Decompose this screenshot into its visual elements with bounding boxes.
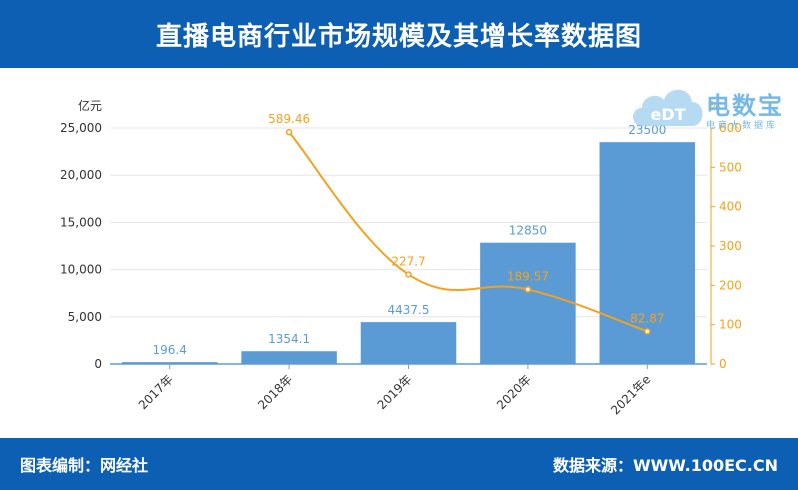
right-axis-tick-label: 600 <box>719 121 742 135</box>
header-bar: 直播电商行业市场规模及其增长率数据图 <box>0 0 798 68</box>
growth-rate-label: 589.46 <box>268 112 310 126</box>
bar-value-label: 1354.1 <box>268 332 310 346</box>
bar <box>360 322 457 364</box>
growth-rate-point <box>524 286 532 293</box>
x-axis-tick-label: 2018年 <box>255 372 295 412</box>
growth-rate-point <box>405 271 412 278</box>
x-axis-tick-label: 2017年 <box>136 372 176 412</box>
left-axis-tick-label: 15,000 <box>60 215 102 229</box>
left-axis-tick-label: 10,000 <box>60 263 102 277</box>
left-axis-tick-label: 25,000 <box>60 121 102 135</box>
footer-editor: 图表编制：网经社 <box>20 456 149 475</box>
x-axis-tick-label: 2019年 <box>375 372 415 412</box>
footer-source: 数据来源：WWW.100EC.CN <box>552 456 778 475</box>
logo-subtext: 电商大数据库 <box>706 121 779 131</box>
cloud-logo-icon: eDT <box>633 89 703 126</box>
right-axis-tick-label: 200 <box>719 278 742 292</box>
x-axis-tick-label: 2020年 <box>494 372 534 412</box>
bar-value-label: 196.4 <box>153 343 187 357</box>
bar <box>241 351 337 364</box>
right-axis-tick-label: 400 <box>719 200 742 214</box>
bar-value-label: 4437.5 <box>388 303 430 317</box>
bar <box>599 142 696 364</box>
chart-area: 0 5,000 10,000 15,000 20,000 25,000 亿元 0 100 200 3… <box>0 68 798 438</box>
right-axis-tick-label: 0 <box>719 357 727 371</box>
footer-bar: 图表编制：网经社 数据来源：WWW.100EC.CN <box>0 438 798 490</box>
right-axis-tick-label: 300 <box>719 239 742 253</box>
right-axis-title: % <box>709 99 720 113</box>
logo: eDT 电数宝 电商大数据库 <box>626 76 796 136</box>
bar-value-label: 23500 <box>628 123 666 137</box>
growth-rate-line <box>288 131 648 333</box>
growth-rate-label: 189.57 <box>507 269 549 283</box>
bar-value-label: 12850 <box>509 224 547 238</box>
right-axis-tick-label: 100 <box>719 318 742 332</box>
left-axis-tick-label: 5,000 <box>68 310 102 324</box>
logo-badge-text: eDT <box>650 105 685 124</box>
logo-text: 电数宝 <box>706 92 784 120</box>
right-axis-tick-label: 500 <box>719 160 742 174</box>
bar <box>480 242 576 364</box>
combo-chart: 0 5,000 10,000 15,000 20,000 25,000 亿元 0 100 200 3… <box>60 98 742 417</box>
chart-title: 直播电商行业市场规模及其增长率数据图 <box>155 21 642 52</box>
growth-rate-point <box>285 128 293 136</box>
growth-rate-label: 82.87 <box>630 311 664 325</box>
growth-rate-point <box>644 328 651 335</box>
left-axis-tick-label: 0 <box>94 357 102 371</box>
bar <box>121 362 218 364</box>
left-axis-title: 亿元 <box>78 98 102 113</box>
x-axis-tick-label: 2021年e <box>608 372 653 417</box>
left-axis-tick-label: 20,000 <box>60 168 102 182</box>
growth-rate-label: 227.7 <box>391 254 425 268</box>
